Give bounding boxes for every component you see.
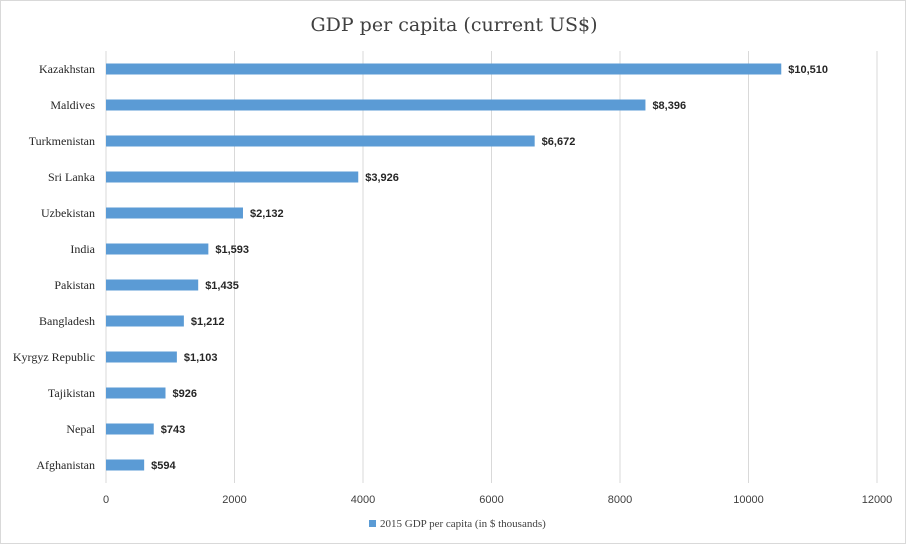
data-labels: $10,510 $8,396 $6,672 $3,926 $2,132 $1,593 $1,…	[151, 64, 828, 472]
data-label: $6,672	[542, 136, 576, 148]
x-tick-label: 12000	[862, 494, 893, 506]
legend-swatch	[369, 520, 376, 527]
category-label: Nepal	[66, 422, 95, 436]
data-label: $10,510	[788, 64, 828, 76]
category-label: Maldives	[50, 98, 95, 112]
bar	[106, 423, 154, 435]
category-label: Uzbekistan	[41, 206, 95, 220]
bars	[106, 63, 782, 471]
data-label: $3,926	[365, 172, 399, 184]
category-label: Sri Lanka	[48, 170, 96, 184]
x-tick-label: 2000	[222, 494, 246, 506]
bar	[106, 207, 243, 219]
category-label: India	[70, 242, 95, 256]
data-label: $1,593	[215, 244, 249, 256]
data-label: $1,103	[184, 352, 218, 364]
bar	[106, 387, 166, 399]
bar	[106, 171, 359, 183]
legend-label: 2015 GDP per capita (in $ thousands)	[380, 518, 546, 530]
bar	[106, 99, 646, 111]
legend: 2015 GDP per capita (in $ thousands)	[369, 518, 546, 530]
category-label: Pakistan	[54, 278, 95, 292]
category-label: Turkmenistan	[29, 134, 95, 148]
bar	[106, 459, 145, 471]
data-label: $594	[151, 460, 176, 472]
x-tick-label: 6000	[479, 494, 503, 506]
bar	[106, 63, 782, 75]
category-label: Afghanistan	[36, 458, 95, 472]
data-label: $8,396	[652, 100, 686, 112]
data-label: $1,212	[191, 316, 225, 328]
bar	[106, 315, 184, 327]
x-axis-ticks: 0 2000 4000 6000 8000 10000 12000	[103, 494, 892, 506]
x-tick-label: 10000	[733, 494, 764, 506]
x-tick-label: 8000	[608, 494, 632, 506]
data-label: $2,132	[250, 208, 284, 220]
category-label: Kazakhstan	[39, 62, 95, 76]
category-label: Kyrgyz Republic	[13, 350, 95, 364]
bar	[106, 243, 209, 255]
bar	[106, 279, 199, 291]
bar	[106, 351, 177, 363]
chart-title: GDP per capita (current US$)	[310, 14, 597, 36]
category-labels: Kazakhstan Maldives Turkmenistan Sri Lanka U…	[13, 62, 96, 472]
x-tick-label: 4000	[351, 494, 375, 506]
data-label: $926	[172, 388, 196, 400]
data-label: $743	[161, 424, 185, 436]
gridlines	[105, 51, 878, 483]
bar	[106, 135, 535, 147]
category-label: Bangladesh	[39, 314, 95, 328]
data-label: $1,435	[205, 280, 239, 292]
x-tick-label: 0	[103, 494, 109, 506]
category-label: Tajikistan	[48, 386, 95, 400]
